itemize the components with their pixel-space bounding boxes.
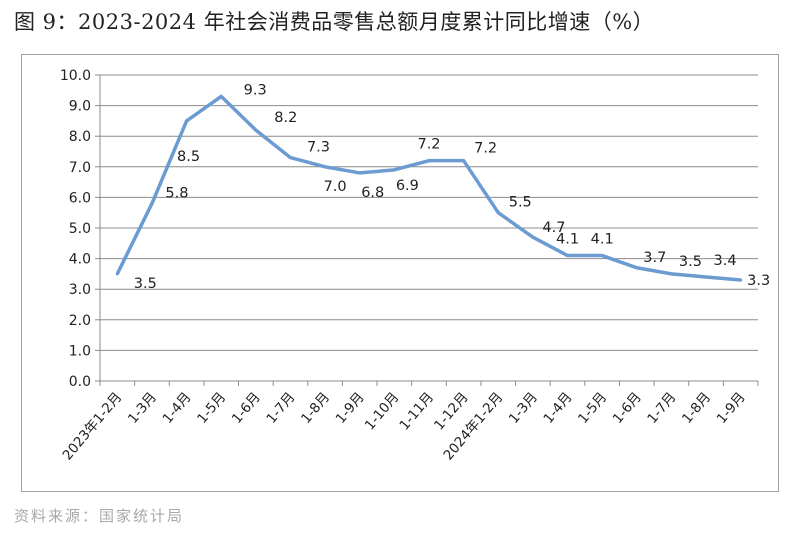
y-tick-label: 9.0 (69, 99, 91, 115)
data-point (566, 254, 570, 258)
x-tick-label: 1-6月 (610, 389, 645, 427)
data-label: 7.3 (307, 140, 330, 156)
chart-frame (21, 54, 779, 492)
data-label: 4.7 (542, 220, 565, 236)
data-label: 5.5 (509, 195, 532, 211)
data-point (254, 128, 258, 132)
x-tick-label: 1-11月 (396, 389, 437, 433)
data-point (600, 254, 604, 258)
x-tick-label: 1-5月 (575, 389, 610, 427)
data-point (115, 272, 119, 276)
data-point (496, 211, 500, 215)
data-point (531, 235, 535, 239)
data-point (739, 278, 743, 282)
x-tick-label: 1-4月 (160, 389, 195, 427)
data-point (635, 266, 639, 270)
x-tick-label: 1-4月 (540, 389, 575, 427)
x-tick-label: 1-10月 (362, 389, 403, 433)
y-tick-label: 6.0 (69, 190, 91, 206)
y-tick-label: 4.0 (69, 252, 91, 268)
data-label: 4.1 (556, 232, 579, 248)
data-label: 6.9 (396, 178, 419, 194)
y-tick-label: 2.0 (69, 313, 91, 329)
data-label: 5.8 (165, 186, 188, 202)
data-label: 7.0 (324, 179, 347, 195)
data-label: 8.5 (177, 149, 200, 165)
data-point (288, 156, 292, 160)
x-tick-label: 2023年1-2月 (60, 389, 126, 463)
y-tick-label: 0.0 (69, 374, 91, 390)
data-point (704, 275, 708, 279)
x-tick-label: 1-3月 (125, 389, 160, 427)
data-point (462, 159, 466, 163)
data-point (219, 94, 223, 98)
data-label: 3.7 (643, 250, 666, 266)
y-tick-label: 10.0 (60, 68, 91, 84)
data-point (427, 159, 431, 163)
data-label: 3.4 (714, 253, 737, 269)
y-tick-label: 5.0 (69, 221, 91, 237)
y-tick-label: 7.0 (69, 160, 91, 176)
data-point (185, 119, 189, 123)
data-point (358, 171, 362, 175)
data-point (669, 272, 673, 276)
data-label: 6.8 (361, 185, 384, 201)
x-tick-label: 1-8月 (679, 389, 714, 427)
x-tick-label: 1-9月 (714, 389, 749, 427)
data-label: 7.2 (417, 137, 440, 153)
data-label: 4.1 (591, 232, 614, 248)
source-note: 资料来源：国家统计局 (14, 507, 185, 525)
data-label: 8.2 (274, 110, 297, 126)
data-label: 3.5 (679, 254, 702, 270)
data-label: 3.5 (134, 276, 157, 292)
x-tick-label: 1-7月 (644, 389, 679, 427)
data-point (323, 165, 327, 169)
x-tick-label: 1-6月 (229, 389, 264, 427)
x-tick-label: 1-8月 (298, 389, 333, 427)
x-tick-label: 1-3月 (506, 389, 541, 427)
data-label: 7.2 (474, 141, 497, 157)
x-tick-label: 1-7月 (263, 389, 298, 427)
y-tick-label: 1.0 (69, 343, 91, 359)
y-tick-label: 3.0 (69, 282, 91, 298)
y-tick-label: 8.0 (69, 129, 91, 145)
chart-title: 图 9：2023-2024 年社会消费品零售总额月度累计同比增速（%） (14, 10, 655, 34)
x-tick-label: 1-5月 (194, 389, 229, 427)
data-point (150, 202, 154, 206)
data-point (392, 168, 396, 172)
data-label: 3.3 (747, 273, 770, 289)
data-label: 9.3 (244, 82, 267, 98)
